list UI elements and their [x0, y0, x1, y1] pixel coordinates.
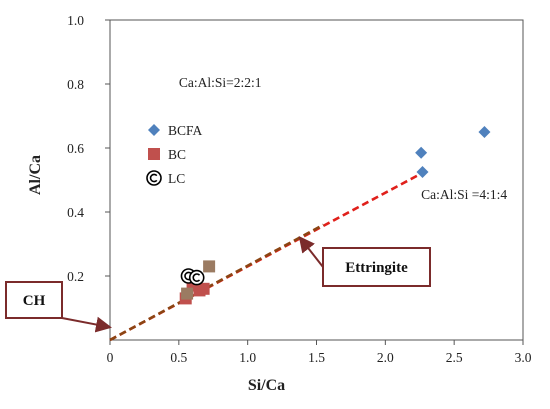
data-points [179, 126, 491, 305]
tick-labels: 0 0.5 1.0 1.5 2.0 2.5 3.0 0.2 0.4 0.6 0.8 1.0 [67, 13, 532, 365]
x-tick-label: 1.5 [308, 350, 325, 365]
legend-marker-bc [148, 148, 160, 160]
x-tick-label: 2.5 [446, 350, 463, 365]
point-bcfa [416, 166, 429, 178]
callout-ettringite: Ettringite [298, 236, 431, 287]
y-tick-label: 0.2 [67, 269, 84, 284]
point-bcfa [415, 146, 428, 159]
point-lc [188, 269, 205, 286]
x-tick-label: 0 [107, 350, 114, 365]
y-axis-title: Al/Ca [27, 155, 44, 195]
legend-marker-bcfa [148, 124, 160, 136]
y-tick-label: 0.8 [67, 77, 84, 92]
point-bc-brown [181, 287, 194, 300]
x-axis-title: Si/Ca [248, 377, 285, 394]
annotations: Ca:Al:Si=2:2:1 Ca:Al:Si =4:1:4 [179, 75, 508, 202]
legend-label-bc: BC [168, 147, 186, 162]
legend: BCFA BC LC [146, 123, 203, 186]
point-bcfa [478, 126, 491, 138]
callout-arrow [61, 316, 112, 333]
x-tick-label: 1.0 [239, 350, 256, 365]
legend-label-lc: LC [168, 171, 185, 186]
callouts: CH Ettringite [5, 236, 431, 333]
callout-label: CH [23, 293, 46, 309]
callout-ch: CH [5, 281, 112, 333]
point-bc-brown [203, 260, 216, 273]
reference-lines [109, 172, 422, 342]
annotation-2: Ca:Al:Si =4:1:4 [421, 187, 507, 202]
reference-line-2 [109, 223, 325, 342]
y-tick-label: 1.0 [67, 13, 84, 28]
legend-marker-lc [146, 170, 162, 186]
callout-arrow [298, 236, 324, 268]
y-tick-label: 0.4 [67, 205, 84, 220]
legend-label-bcfa: BCFA [168, 123, 203, 138]
point-bc [197, 282, 210, 295]
x-tick-label: 2.0 [377, 350, 394, 365]
annotation-1: Ca:Al:Si=2:2:1 [179, 75, 262, 90]
x-tick-label: 3.0 [515, 350, 532, 365]
callout-label: Ettringite [345, 260, 408, 276]
y-tick-label: 0.6 [67, 141, 84, 156]
x-tick-label: 0.5 [170, 350, 187, 365]
axes [105, 19, 524, 345]
